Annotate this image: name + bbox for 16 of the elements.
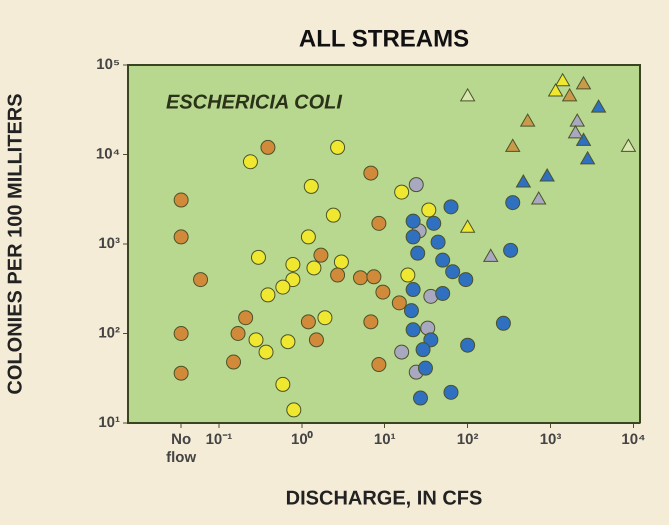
- x-tick-label: No flow: [166, 431, 196, 466]
- y-tick-label: 10⁴: [96, 146, 120, 163]
- annotation: ESCHERICIA COLI: [166, 92, 342, 114]
- x-tick-label: 10⁴: [621, 431, 646, 448]
- x-tick-label: 10¹: [374, 431, 396, 448]
- x-tick-label: 10³: [540, 431, 562, 448]
- y-tick-label: 10⁵: [96, 56, 120, 74]
- x-axis-title: DISCHARGE, IN CFS: [286, 488, 482, 510]
- y-tick-label: 10¹: [98, 414, 120, 432]
- y-tick-label: 10²: [98, 324, 120, 342]
- x-tick-label: 10²: [456, 431, 478, 448]
- x-tick-label: 10⁰: [290, 430, 314, 448]
- y-tick-label: 10³: [98, 235, 120, 252]
- chart-title: ALL STREAMS: [298, 26, 470, 53]
- x-tick-label: 10⁻¹: [206, 431, 232, 448]
- y-axis-title: COLONIES PER 100 MILLITERS: [4, 93, 27, 395]
